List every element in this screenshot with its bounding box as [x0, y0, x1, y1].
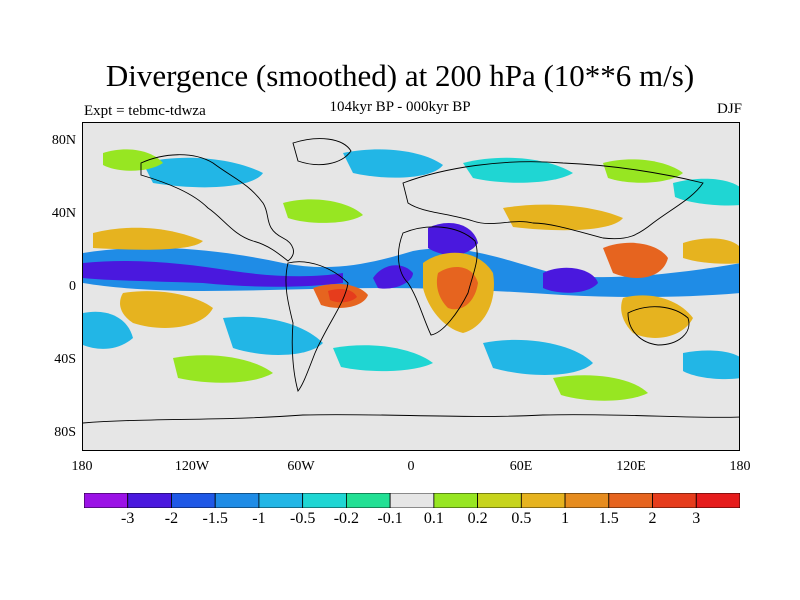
colorbar-swatch — [345, 493, 391, 508]
field-epac-pos — [683, 238, 739, 264]
field-atl-strong-neg — [373, 265, 413, 289]
map-panel — [82, 122, 740, 451]
field-teal-2 — [333, 345, 433, 372]
colorbar-tick-label: 0.5 — [511, 510, 532, 527]
field-sth-cyan-3 — [83, 311, 133, 349]
colorbar-tick-label: 3 — [692, 510, 701, 527]
colorbar-tick-label: 0.1 — [423, 510, 444, 527]
field-green-3 — [173, 355, 273, 383]
field-green-2 — [283, 199, 363, 223]
y-tick-80s: 80S — [54, 425, 76, 440]
coast-africa — [397, 226, 478, 336]
colorbar-swatch — [302, 493, 347, 508]
field-africa-strong-pos — [436, 267, 478, 310]
field-africa-neg — [428, 223, 478, 255]
colorbar — [84, 493, 740, 508]
field-samerica-max — [328, 289, 357, 303]
colorbar-tick-label: -2 — [164, 510, 179, 527]
coastlines — [83, 138, 739, 424]
y-tick-40n: 40N — [51, 206, 76, 221]
field-green-1 — [103, 149, 163, 171]
colorbar-swatch — [695, 493, 740, 508]
colorbar-tick-label: 2 — [648, 510, 657, 527]
field-pacific-pos — [93, 227, 203, 250]
colorbar-swatch — [477, 493, 522, 508]
colorbar-tick-label: -1 — [252, 510, 266, 527]
y-tick-40s: 40S — [54, 352, 76, 367]
x-tick-180w: 180 — [71, 459, 93, 474]
coast-australia — [627, 306, 690, 346]
field-teal-3 — [673, 178, 739, 206]
coast-north-america — [140, 154, 294, 262]
colorbar-swatch — [564, 493, 610, 508]
coast-south-america — [285, 261, 349, 392]
coast-greenland — [292, 138, 352, 166]
colorbar-swatch — [127, 493, 172, 508]
colorbar-tick-label: -1.5 — [202, 510, 228, 527]
field-australia-pos — [621, 295, 693, 338]
x-tick-180e: 180 — [729, 459, 751, 474]
colorbar-swatch — [652, 493, 697, 508]
colorbar-tick-label: -0.1 — [377, 510, 403, 527]
x-tick-0: 0 — [407, 459, 415, 474]
colorbar-swatch — [84, 493, 129, 508]
colorbar-swatch — [258, 493, 304, 508]
field-sth-cyan-1 — [223, 316, 323, 355]
colorbar-swatch — [214, 493, 260, 508]
divergence-fields — [83, 149, 739, 401]
period-label: 104kyr BP - 000kyr BP — [329, 99, 471, 115]
field-npac-cyan — [143, 157, 263, 188]
coast-eurasia — [402, 161, 704, 240]
colorbar-tick-label: 0.2 — [467, 510, 488, 527]
field-midlat-pos — [503, 204, 623, 231]
season-label: DJF — [716, 101, 742, 117]
field-natl-cyan — [343, 149, 443, 178]
divergence-map — [83, 123, 739, 450]
field-indian-neg — [543, 267, 598, 293]
x-tick-120w: 120W — [174, 459, 210, 474]
colorbar-tick-label: 1 — [561, 510, 570, 527]
x-tick-120e: 120E — [616, 459, 646, 474]
colorbar-swatch — [171, 493, 216, 508]
x-tick-60w: 60W — [287, 459, 315, 474]
colorbar-swatch — [520, 493, 566, 508]
coast-antarctica — [83, 414, 739, 424]
experiment-label: Expt = tebmc-tdwza — [84, 103, 206, 119]
colorbar-tick-label: 1.5 — [598, 510, 619, 527]
field-tropical-strong-neg — [83, 260, 343, 287]
field-green-4 — [553, 375, 648, 401]
colorbar-tick-label: -3 — [121, 510, 135, 527]
field-sth-cyan-4 — [683, 350, 739, 380]
field-wpac-pos — [603, 242, 668, 278]
colorbar-swatch — [433, 493, 479, 508]
x-tick-60e: 60E — [509, 459, 533, 474]
colorbar-swatch — [389, 493, 435, 508]
field-pacific-south-pos — [120, 291, 213, 328]
y-tick-0: 0 — [69, 279, 76, 294]
y-tick-80n: 80N — [51, 133, 76, 148]
chart-title: Divergence (smoothed) at 200 hPa (10**6 … — [105, 58, 695, 93]
colorbar-tick-label: -0.2 — [333, 510, 360, 527]
colorbar-tick-label: -0.5 — [289, 510, 316, 527]
colorbar-swatch — [608, 493, 653, 508]
field-sth-cyan-2 — [483, 339, 593, 375]
